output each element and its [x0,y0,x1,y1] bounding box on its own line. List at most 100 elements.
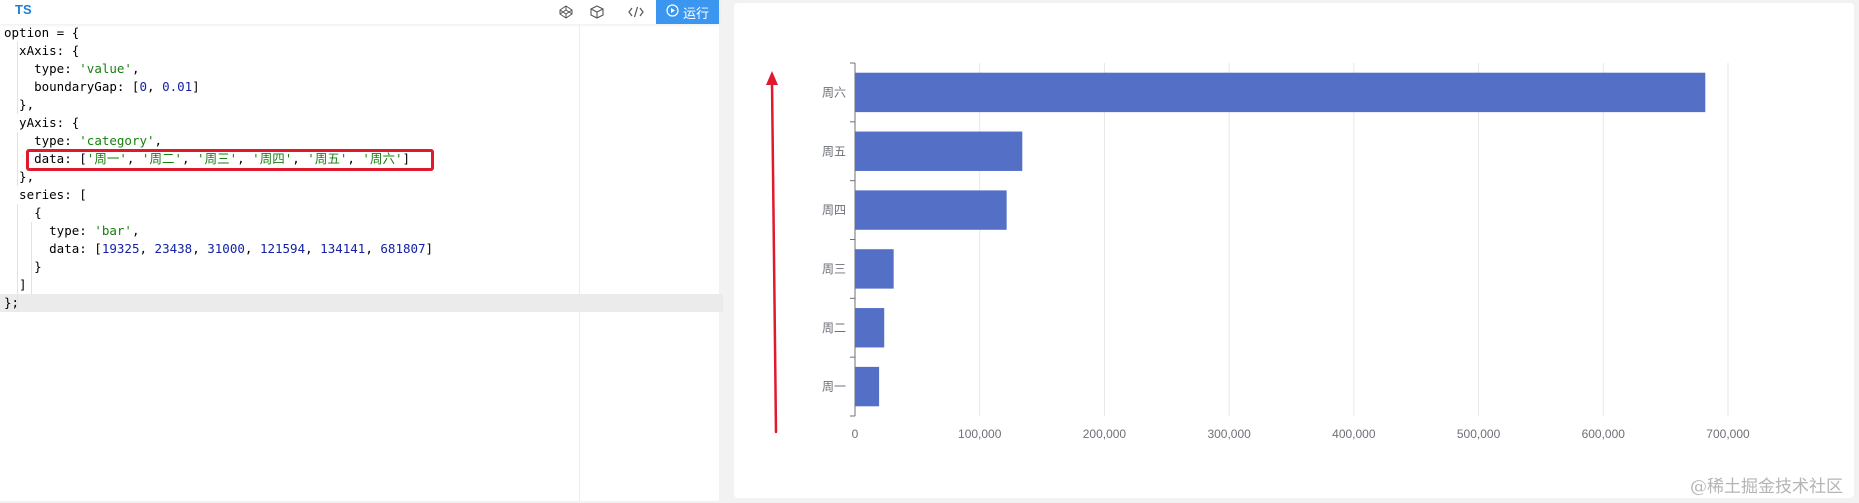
code-token: '周一' [86,151,127,166]
code-token: data: [ [4,151,87,166]
language-tab-ts[interactable]: TS [15,2,32,17]
code-line[interactable]: data: ['周一', '周二', '周三', '周四', '周五', '周六… [0,150,723,168]
y-category-label: 周二 [822,321,846,335]
codesandbox-icon[interactable] [587,2,607,22]
y-category-label: 周四 [822,203,846,217]
code-token: 134141 [320,241,366,256]
x-tick-label: 600,000 [1582,427,1626,441]
code-line[interactable]: type: 'bar', [0,222,723,240]
code-token: }; [4,295,20,310]
codepen-icon[interactable] [556,2,576,22]
code-token: , [147,79,163,94]
code-token: '周三' [197,151,238,166]
x-tick-label: 500,000 [1457,427,1501,441]
code-token: '周四' [252,151,293,166]
highlight-box [26,149,434,171]
indent-guide [17,132,18,186]
code-token: type: [4,133,80,148]
code-token: }, [4,169,35,184]
x-tick-label: 400,000 [1332,427,1376,441]
code-token: , [237,151,253,166]
y-category-label: 周三 [822,262,846,276]
code-token: , [365,241,381,256]
code-token: boundaryGap: [ [4,79,140,94]
code-line[interactable]: series: [ [0,186,723,204]
code-token: 'bar' [94,223,132,238]
code-line[interactable]: { [0,204,723,222]
code-line[interactable]: yAxis: { [0,114,723,132]
code-token: 0 [139,79,147,94]
bar [855,131,1023,171]
code-token: , [181,151,198,166]
code-line[interactable]: }; [0,294,723,312]
run-label: 运行 [682,5,709,21]
code-token: , [292,151,308,166]
bar [855,190,1007,230]
code-token: '周二' [141,151,182,166]
code-token: 19325 [101,241,140,256]
code-token: , [347,151,363,166]
code-line[interactable]: }, [0,168,723,186]
code-token: 'category' [79,133,155,148]
code-token: series: [ [4,187,87,202]
code-token: } [4,259,42,274]
code-token: , [139,241,155,256]
code-token: data: [ [4,241,102,256]
code-token: 23438 [154,241,193,256]
code-token: { [4,205,42,220]
code-token: ] [4,277,27,292]
code-line[interactable]: type: 'value', [0,60,723,78]
x-tick-label: 300,000 [1207,427,1251,441]
bar [855,308,885,348]
code-token: , [131,61,140,76]
x-tick-label: 700,000 [1706,427,1750,441]
indent-guide [31,222,32,294]
code-token: yAxis: { [4,115,80,130]
x-tick-label: 200,000 [1083,427,1127,441]
code-token: 0.01 [162,79,193,94]
code-token: 681807 [380,241,426,256]
indent-guide [17,204,18,312]
code-line[interactable]: boundaryGap: [0, 0.01] [0,78,723,96]
code-embed-icon[interactable] [626,2,646,22]
code-line[interactable]: ] [0,276,723,294]
run-button[interactable]: 运行 [656,0,719,24]
code-line[interactable]: data: [19325, 23438, 31000, 121594, 1341… [0,240,723,258]
code-token: '周六' [362,151,403,166]
code-token: , [192,241,208,256]
chart-card: 0 100,000 200,000 300,000 400,000 500,000 600,… [734,3,1854,498]
bar [855,249,894,289]
code-token: '周五' [307,151,348,166]
editor-toolbar: TS 运行 [0,0,719,24]
code-line[interactable]: } [0,258,723,276]
code-token: type: [4,61,80,76]
code-token: , [154,133,163,148]
watermark: @稀土掘金技术社区 [1690,477,1843,497]
x-tick-label: 100,000 [958,427,1002,441]
code-line[interactable]: xAxis: { [0,42,723,60]
bar-chart: 0 100,000 200,000 300,000 400,000 500,000 600,… [822,62,1750,441]
x-tick-label: 0 [852,427,859,441]
code-token: , [244,241,260,256]
code-line[interactable]: option = { [0,24,723,42]
print-margin-line [579,24,580,501]
code-line[interactable]: }, [0,96,723,114]
code-area[interactable]: option = { xAxis: { type: 'value', bound… [0,24,723,501]
y-category-label: 周六 [822,85,846,99]
bar [855,366,880,407]
y-category-label: 周五 [822,144,846,158]
code-token: 'value' [79,61,132,76]
code-token: xAxis: { [4,43,80,58]
indent-guide [17,42,18,114]
code-token: 31000 [207,241,245,256]
code-token: option = { [4,25,80,40]
code-editor-pane: TS 运行 option = { xAxis: { type: 'value',… [0,0,723,501]
code-token: 121594 [259,241,306,256]
code-token: ] [192,79,200,94]
play-circle-icon [666,4,679,20]
code-line[interactable]: type: 'category', [0,132,723,150]
code-token: ] [425,241,434,256]
code-token: }, [4,97,35,112]
code-token: ] [402,151,411,166]
code-token: , [305,241,321,256]
